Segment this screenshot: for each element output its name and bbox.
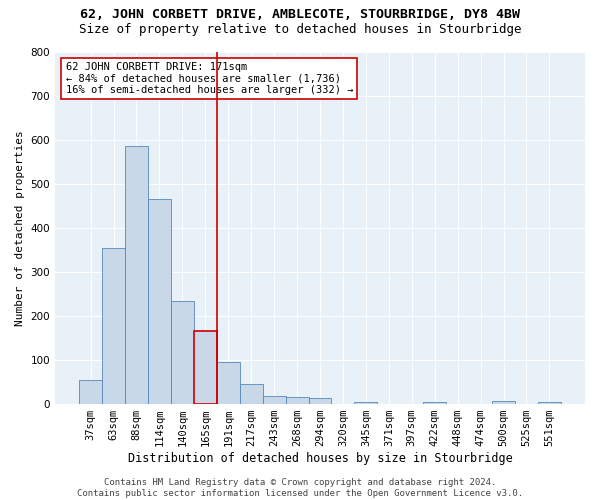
Y-axis label: Number of detached properties: Number of detached properties [15,130,25,326]
Bar [171,300,194,404]
Text: 62, JOHN CORBETT DRIVE, AMBLECOTE, STOURBRIDGE, DY8 4BW: 62, JOHN CORBETT DRIVE, AMBLECOTE, STOUR… [80,8,520,20]
Bar [423,402,446,404]
Bar [194,332,217,404]
Bar [125,146,148,404]
Bar [263,396,286,404]
Bar [79,380,102,404]
Bar [355,402,377,404]
Bar [217,362,240,404]
Bar [240,384,263,404]
Bar [102,248,125,404]
Bar [286,396,308,404]
Text: 62 JOHN CORBETT DRIVE: 171sqm
← 84% of detached houses are smaller (1,736)
16% o: 62 JOHN CORBETT DRIVE: 171sqm ← 84% of d… [65,62,353,96]
Text: Size of property relative to detached houses in Stourbridge: Size of property relative to detached ho… [79,22,521,36]
Bar [148,199,171,404]
Text: Contains HM Land Registry data © Crown copyright and database right 2024.
Contai: Contains HM Land Registry data © Crown c… [77,478,523,498]
Bar [492,400,515,404]
Bar [308,398,331,404]
Bar [538,402,561,404]
X-axis label: Distribution of detached houses by size in Stourbridge: Distribution of detached houses by size … [128,452,512,465]
